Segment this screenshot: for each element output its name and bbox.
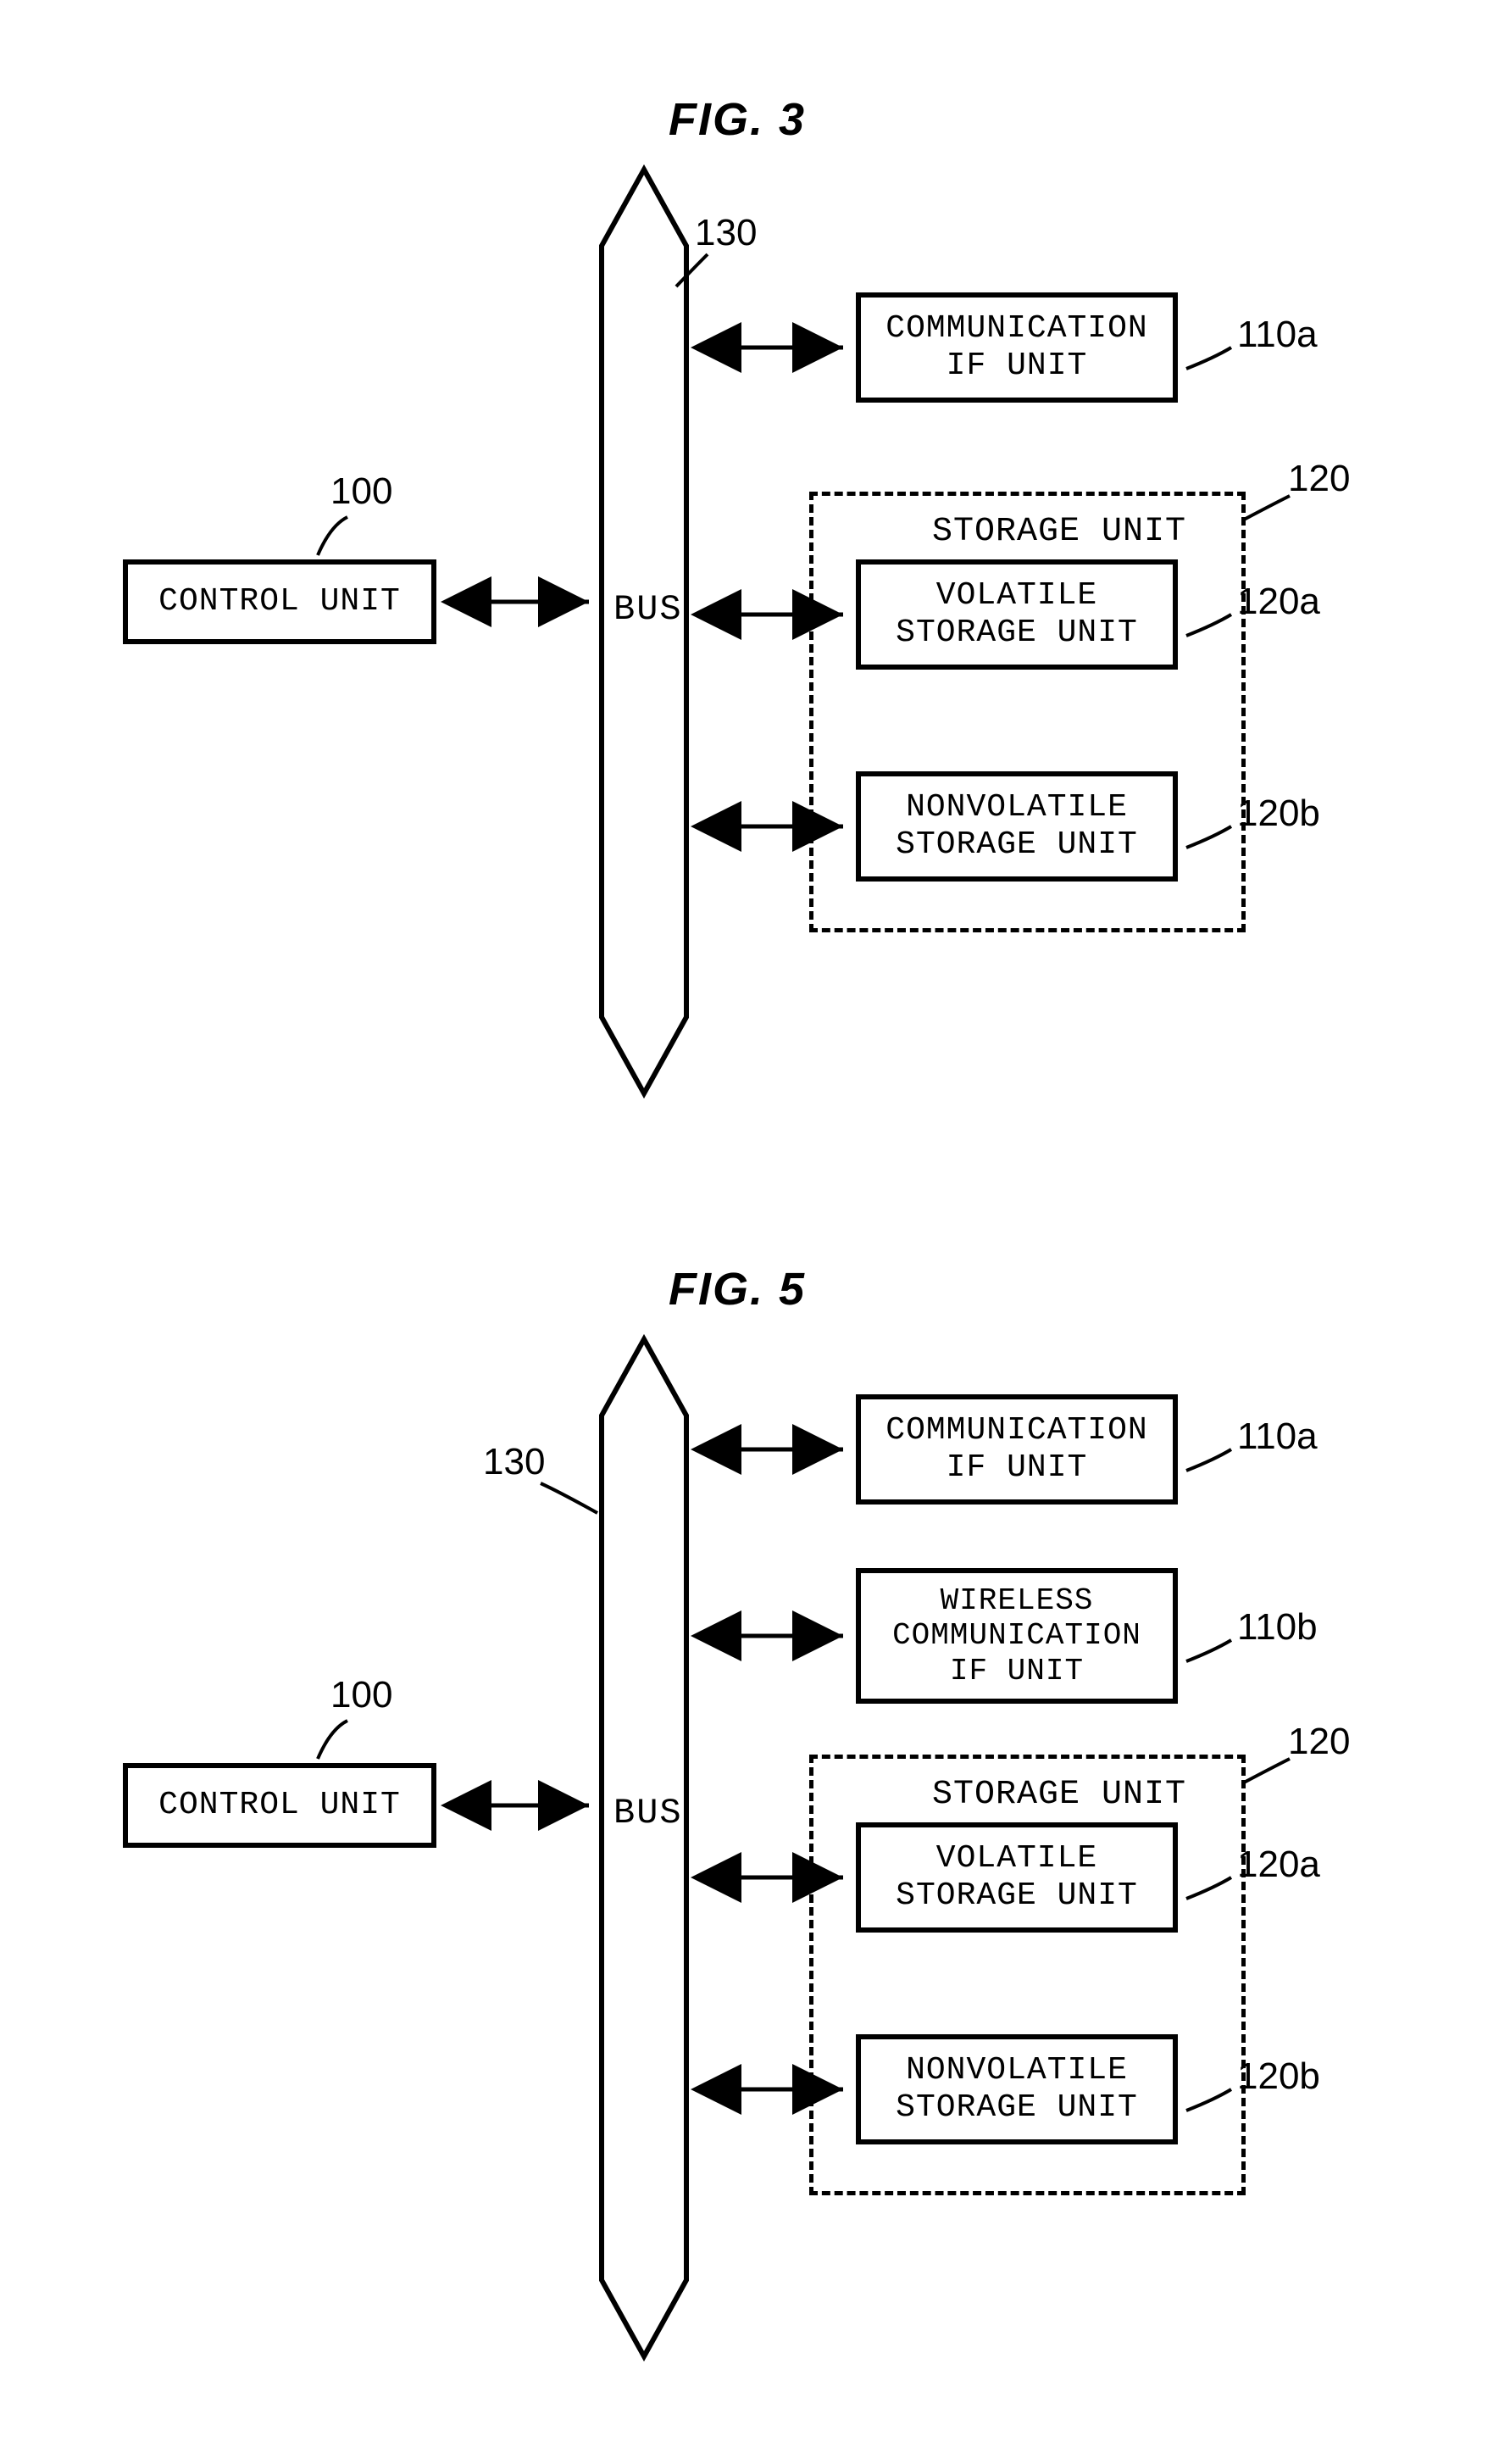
fig5-label-110b: 110b [1237,1606,1318,1649]
page: FIG. 3 BUS CONTROL UNIT COMMUNICATION IF… [0,0,1510,2464]
fig5-label-120a: 120a [1237,1844,1320,1886]
fig5-label-110a: 110a [1237,1416,1318,1458]
fig5-leader-110a [1182,1441,1241,1483]
fig5-leader-130 [534,1475,610,1526]
fig5-leader-120b [1182,2081,1241,2123]
fig5-leader-100 [297,1712,364,1772]
fig5-leader-120a [1182,1869,1241,1911]
fig5-label-100: 100 [330,1674,392,1716]
fig5-label-120b: 120b [1237,2055,1320,2098]
fig5-leader-120 [1237,1750,1301,1793]
fig5-leader-110b [1182,1632,1241,1674]
